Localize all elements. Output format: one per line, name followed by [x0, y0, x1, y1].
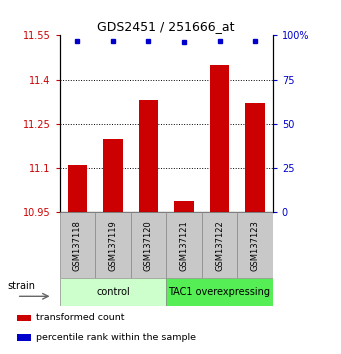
Text: TAC1 overexpressing: TAC1 overexpressing	[168, 287, 270, 297]
Text: GSM137118: GSM137118	[73, 220, 82, 270]
Bar	[17, 334, 31, 341]
Text: GSM137122: GSM137122	[215, 220, 224, 270]
Bar	[68, 165, 87, 212]
Bar	[245, 103, 265, 212]
Bar	[166, 212, 202, 278]
Bar	[60, 212, 95, 278]
Text: control: control	[96, 287, 130, 297]
Title: GDS2451 / 251666_at: GDS2451 / 251666_at	[98, 20, 235, 33]
Text: GSM137123: GSM137123	[251, 220, 260, 270]
Text: GSM137120: GSM137120	[144, 220, 153, 270]
Bar	[60, 278, 166, 306]
Bar	[139, 100, 158, 212]
Bar	[95, 212, 131, 278]
Text: GSM137119: GSM137119	[108, 220, 117, 270]
Text: strain: strain	[7, 281, 35, 291]
Text: transformed count: transformed count	[36, 313, 125, 322]
Bar	[131, 212, 166, 278]
Bar	[210, 65, 229, 212]
Text: percentile rank within the sample: percentile rank within the sample	[36, 333, 196, 342]
Bar	[103, 139, 123, 212]
Bar	[17, 315, 31, 321]
Bar	[237, 212, 273, 278]
Bar	[174, 201, 194, 212]
Bar	[166, 278, 273, 306]
Text: GSM137121: GSM137121	[179, 220, 189, 270]
Bar	[202, 212, 237, 278]
